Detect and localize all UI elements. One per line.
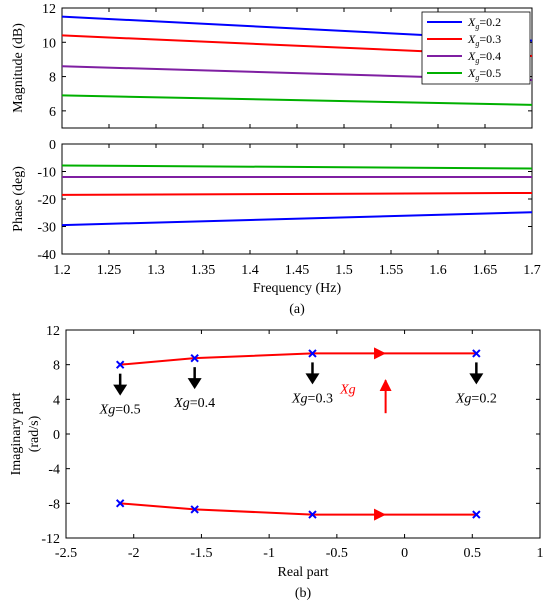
legend-entry: Xg=0.5 — [467, 66, 501, 82]
point-label: Xg=0.4 — [173, 396, 215, 411]
point-down-arrow-head — [187, 378, 202, 390]
caption-a: (a) — [289, 302, 305, 317]
phase-xtick-label: 1.3 — [147, 263, 165, 278]
root-locus-xtick-label: -2.5 — [55, 546, 77, 561]
root-locus-ylabel: Imaginary part (rad/s) — [9, 392, 42, 475]
root-locus-upper-marker — [472, 349, 481, 358]
phase-ytick-label: -30 — [37, 221, 56, 236]
phase-ytick-label: -20 — [37, 193, 56, 208]
root-locus-ytick-label: -4 — [48, 463, 60, 478]
phase-ytick-label: -40 — [37, 248, 56, 263]
point-down-arrow-head — [305, 373, 320, 385]
magnitude-ytick-label: 10 — [42, 36, 56, 51]
phase-ylabel: Phase (deg) — [11, 166, 26, 232]
legend-entry: Xg=0.3 — [467, 32, 501, 48]
root-locus-xtick-label: 0 — [401, 546, 408, 561]
phase-xtick-label: 1.65 — [473, 263, 498, 278]
magnitude-ytick-label: 12 — [42, 2, 56, 17]
root-locus-upper-curve — [120, 352, 477, 366]
point-label: Xg=0.2 — [455, 391, 497, 406]
point-down-arrow-head — [113, 384, 128, 396]
root-locus-upper-marker — [115, 360, 125, 369]
point-down-arrow-head — [469, 373, 484, 385]
root-locus-ytick-label: 4 — [53, 393, 60, 408]
root-locus-xtick-label: 0.5 — [464, 546, 482, 561]
root-locus-ytick-label: 0 — [53, 428, 60, 443]
phase-series-line — [61, 191, 533, 196]
root-locus-xlabel: Real part — [278, 565, 329, 580]
phase-axes — [61, 143, 533, 255]
legend-entry: Xg=0.4 — [467, 49, 501, 65]
root-locus-lower-marker — [472, 510, 481, 519]
phase-xtick-label: 1.7 — [523, 263, 541, 278]
root-locus-lower-curve — [120, 502, 477, 516]
phase-xtick-label: 1.55 — [379, 263, 404, 278]
root-locus-upper-marker — [308, 349, 317, 358]
phase-series-line — [61, 211, 533, 227]
magnitude-ytick-label: 6 — [49, 105, 56, 120]
root-locus-lower-marker — [308, 510, 317, 519]
legend-entry: Xg=0.2 — [467, 15, 501, 31]
root-locus-upper-marker — [190, 353, 199, 363]
phase-xtick-label: 1.2 — [53, 263, 71, 278]
phase-xtick-label: 1.6 — [429, 263, 447, 278]
xg-annotation-label: Xg — [339, 382, 356, 397]
phase-xlabel: Frequency (Hz) — [253, 281, 342, 296]
root-locus-axes — [65, 329, 541, 539]
root-locus-xtick-label: -0.5 — [326, 546, 348, 561]
root-locus-lower-marker — [115, 499, 125, 508]
phase-series-line — [61, 164, 533, 170]
phase-xtick-label: 1.4 — [241, 263, 259, 278]
magnitude-ylabel: Magnitude (dB) — [11, 23, 26, 113]
legend: Xg=0.2Xg=0.3Xg=0.4Xg=0.5 — [421, 11, 531, 85]
magnitude-ytick-label: 8 — [49, 71, 56, 86]
root-locus-xtick-label: -2 — [128, 546, 140, 561]
root-locus-ytick-label: 8 — [53, 359, 60, 374]
root-locus-lower-marker — [190, 505, 199, 514]
point-label: Xg=0.3 — [291, 391, 333, 406]
phase-xtick-label: 1.5 — [335, 263, 353, 278]
root-locus-ytick-label: 12 — [46, 324, 60, 339]
magnitude-series-line — [61, 94, 533, 106]
point-label: Xg=0.5 — [99, 403, 141, 418]
caption-b: (b) — [295, 586, 312, 601]
root-locus-upper-direction-arrow — [374, 347, 387, 360]
root-locus-ytick-label: -12 — [41, 532, 60, 547]
phase-ytick-label: -10 — [37, 166, 56, 181]
phase-xtick-label: 1.35 — [191, 263, 216, 278]
root-locus-lower-direction-arrow — [374, 508, 387, 521]
root-locus-xtick-label: -1 — [263, 546, 275, 561]
phase-xtick-label: 1.45 — [285, 263, 310, 278]
root-locus-xtick-label: -1.5 — [190, 546, 212, 561]
root-locus-ytick-label: -8 — [48, 497, 60, 512]
phase-xtick-label: 1.25 — [97, 263, 122, 278]
root-locus-xtick-label: 1 — [537, 546, 544, 561]
legend-box — [421, 11, 531, 85]
phase-ytick-label: 0 — [49, 138, 56, 153]
